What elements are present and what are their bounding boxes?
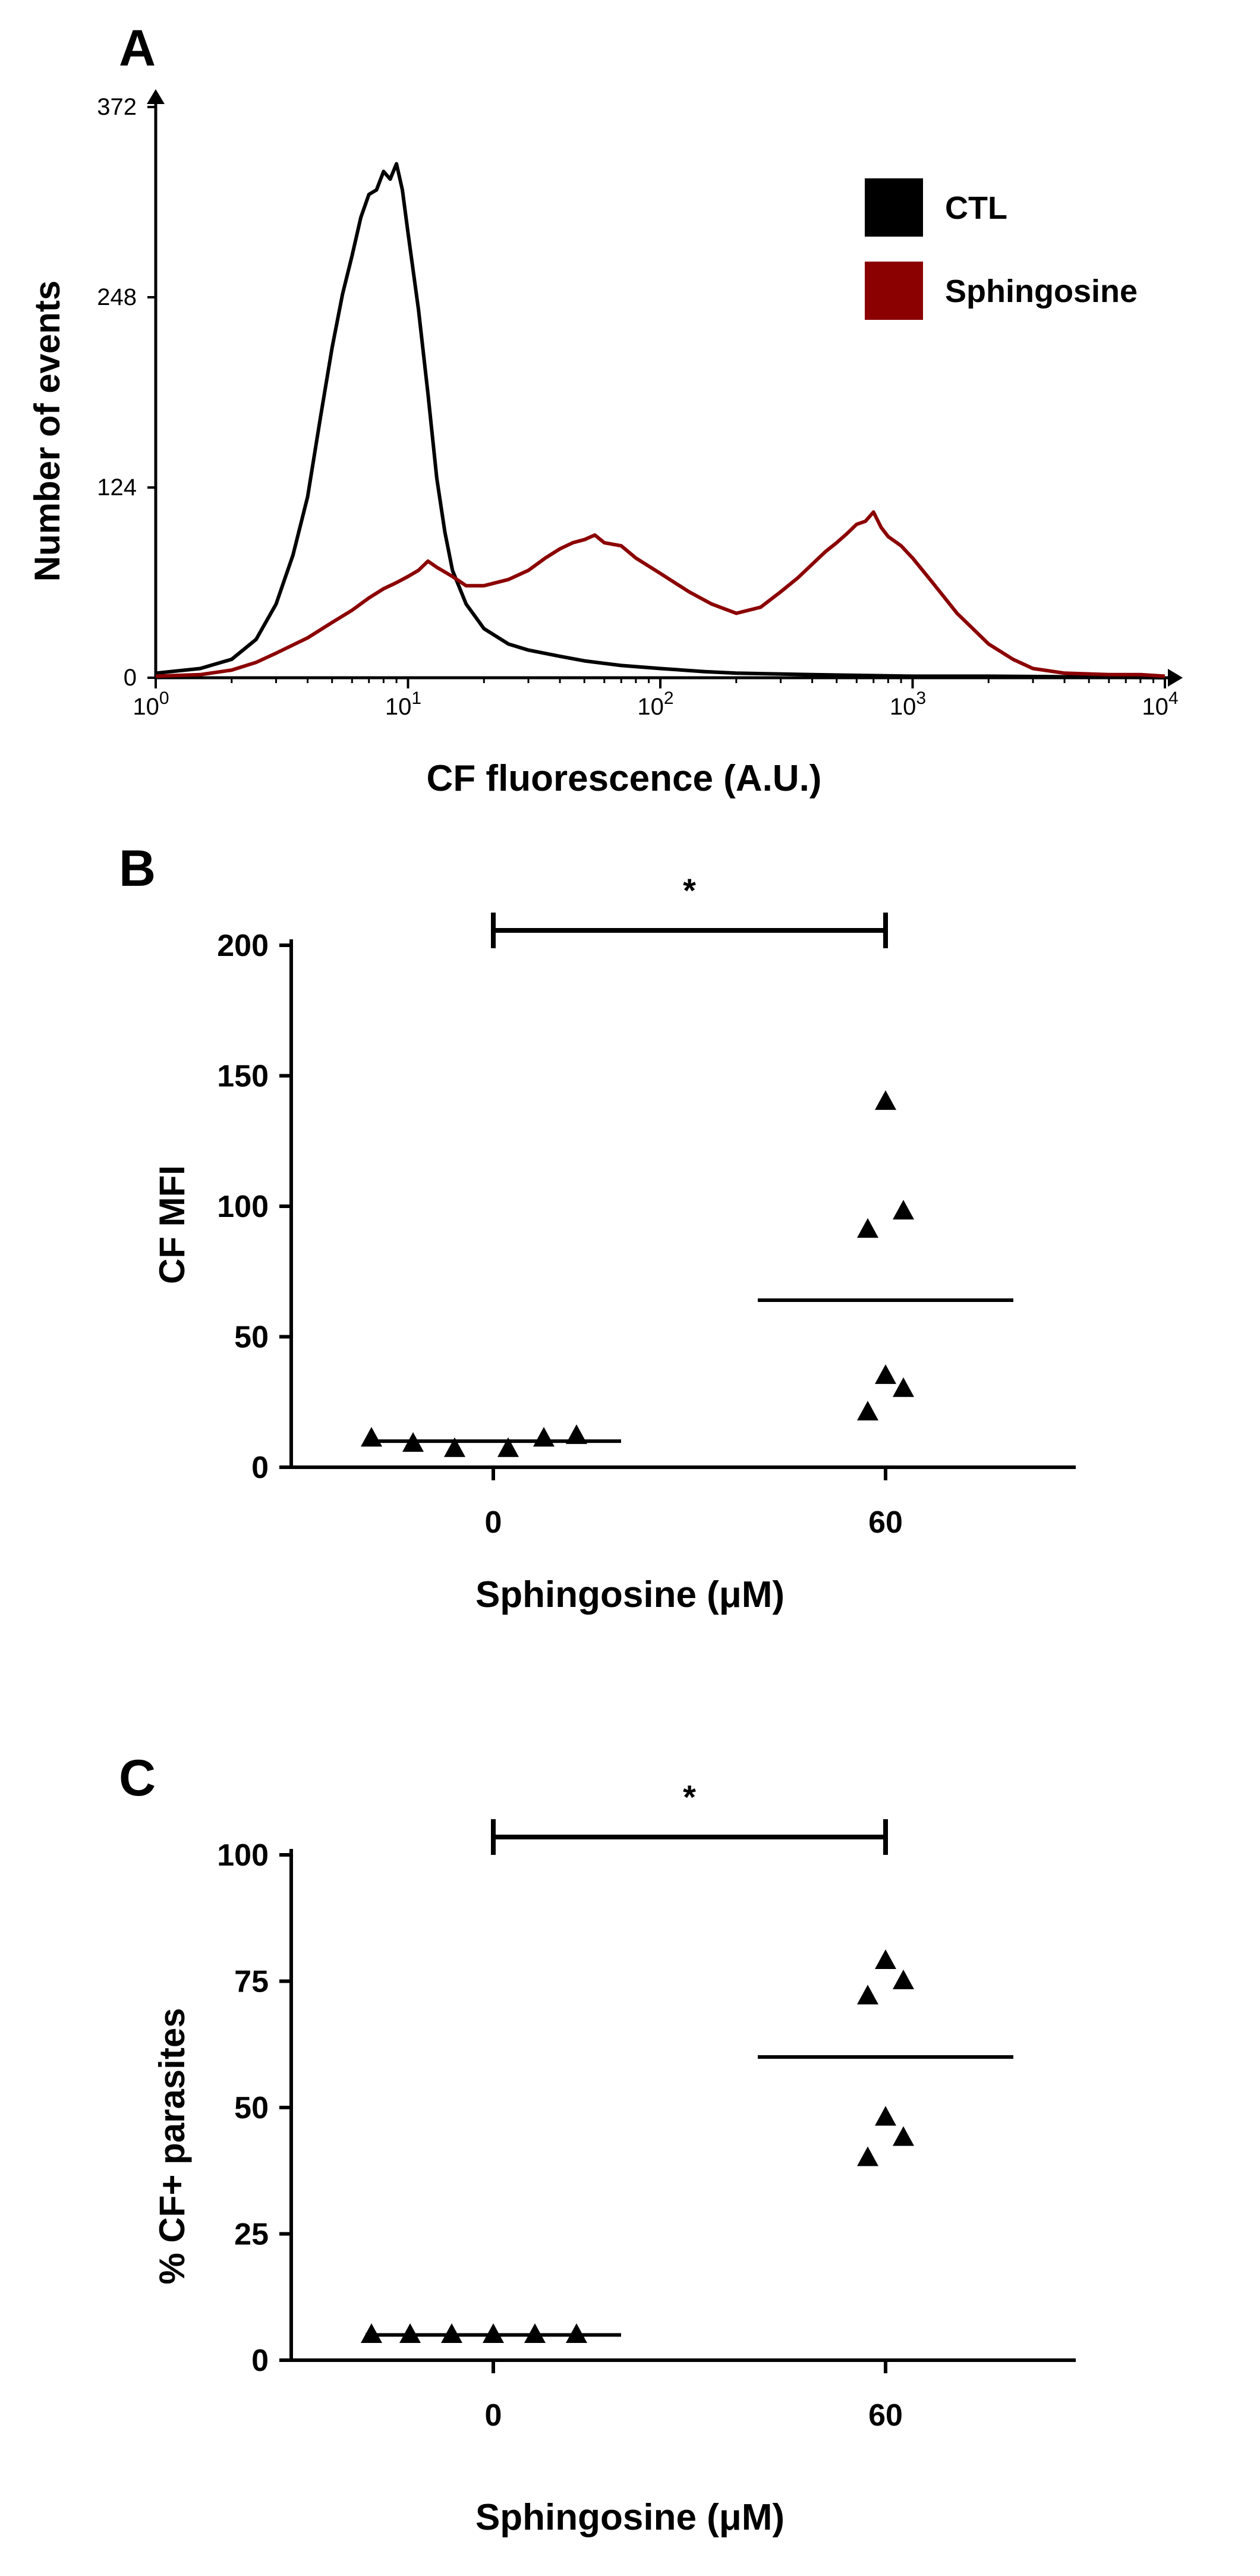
panel-label-a: A bbox=[119, 20, 156, 77]
x-tick-label: 104 bbox=[1142, 688, 1178, 720]
data-point-triangle bbox=[893, 1970, 914, 1989]
y-tick-label: 75 bbox=[234, 1965, 269, 1999]
y-tick-label: 0 bbox=[251, 1451, 269, 1485]
y-tick-label: 0 bbox=[124, 665, 137, 691]
x-tick-label: 0 bbox=[485, 1505, 502, 1540]
data-point-triangle bbox=[875, 1090, 896, 1110]
y-tick-label: 372 bbox=[97, 94, 137, 120]
legend-swatch bbox=[865, 178, 923, 237]
x-axis-title: CF fluorescence (A.U.) bbox=[427, 758, 822, 799]
y-tick-label: 50 bbox=[234, 2091, 269, 2125]
y-axis-title: Number of events bbox=[27, 281, 67, 582]
histogram-series bbox=[155, 162, 1166, 680]
mfi-axes: 0 50 100 150 200 0 60 * bbox=[217, 872, 1076, 1540]
series-line-sphingosine bbox=[155, 510, 1166, 678]
data-point-triangle bbox=[566, 2323, 587, 2343]
y-axis-title: CF MFI bbox=[152, 1165, 192, 1284]
data-point-triangle bbox=[857, 1984, 878, 2005]
data-point-triangle bbox=[533, 1427, 555, 1447]
series-line-ctl bbox=[155, 162, 1166, 680]
data-point-triangle bbox=[893, 1377, 914, 1397]
data-point-triangle bbox=[893, 2126, 914, 2146]
data-point-triangle bbox=[361, 2323, 382, 2343]
x-tick-label: 100 bbox=[133, 688, 169, 720]
data-point-triangle bbox=[857, 1401, 878, 1421]
panel-label-b: B bbox=[119, 840, 156, 897]
data-point-triangle bbox=[441, 2323, 462, 2343]
y-tick-label: 50 bbox=[234, 1320, 269, 1355]
legend-label: Sphingosine bbox=[945, 273, 1138, 309]
data-point-triangle bbox=[444, 1437, 465, 1457]
x-tick-label: 102 bbox=[637, 688, 673, 720]
data-point-triangle bbox=[361, 1427, 382, 1447]
histogram-axes: 0 124 248 372 100 101 102 103 104 bbox=[97, 89, 1183, 720]
panel-label-c: C bbox=[119, 1750, 156, 1807]
data-point-triangle bbox=[875, 1364, 896, 1384]
x-axis-title: Sphingosine (μM) bbox=[475, 2497, 785, 2538]
y-tick-label: 100 bbox=[217, 1838, 269, 1873]
percent-scatter-panel: 0 25 50 75 100 0 60 * Sphingosine (μM) % CF+ pa… bbox=[152, 1778, 1076, 2538]
percent-axes: 0 25 50 75 100 0 60 * bbox=[217, 1778, 1076, 2433]
mfi-points bbox=[361, 1090, 1013, 1457]
mfi-scatter-panel: 0 50 100 150 200 0 60 * Sphingosine (μM) CF MFI bbox=[152, 872, 1076, 1615]
y-tick-label: 0 bbox=[251, 2344, 269, 2378]
x-axis-title: Sphingosine (μM) bbox=[475, 1574, 785, 1615]
data-point-triangle bbox=[893, 1200, 914, 1220]
y-tick-label: 25 bbox=[234, 2218, 269, 2252]
x-axis-arrow bbox=[1168, 669, 1183, 687]
data-point-triangle bbox=[857, 1218, 878, 1238]
y-axis-arrow bbox=[147, 89, 165, 104]
histogram-panel: 0 124 248 372 100 101 102 103 104 CTL Sphingosine… bbox=[27, 89, 1183, 799]
x-tick-label: 60 bbox=[868, 1505, 903, 1540]
y-tick-label: 200 bbox=[217, 929, 269, 963]
data-point-triangle bbox=[524, 2323, 546, 2343]
data-point-triangle bbox=[566, 1424, 587, 1444]
data-point-triangle bbox=[875, 2106, 896, 2126]
y-tick-label: 248 bbox=[97, 284, 137, 310]
legend: CTL Sphingosine bbox=[865, 178, 1138, 320]
significance-star: * bbox=[683, 872, 696, 909]
data-point-triangle bbox=[497, 1437, 519, 1457]
x-tick-label: 101 bbox=[385, 688, 421, 720]
data-point-triangle bbox=[483, 2323, 504, 2343]
data-point-triangle bbox=[875, 1949, 896, 1969]
x-tick-label: 0 bbox=[485, 2398, 502, 2433]
data-point-triangle bbox=[857, 2146, 878, 2166]
x-tick-label: 60 bbox=[868, 2398, 903, 2433]
data-point-triangle bbox=[402, 1432, 424, 1452]
legend-swatch bbox=[865, 262, 923, 320]
significance-star: * bbox=[683, 1778, 696, 1816]
y-tick-label: 124 bbox=[97, 474, 137, 501]
percent-points bbox=[361, 1949, 1013, 2343]
y-axis-title: % CF+ parasites bbox=[152, 2008, 192, 2284]
x-tick-label: 103 bbox=[890, 688, 926, 720]
data-point-triangle bbox=[399, 2323, 421, 2343]
legend-label: CTL bbox=[945, 190, 1007, 226]
y-tick-label: 100 bbox=[217, 1190, 269, 1224]
y-tick-label: 150 bbox=[217, 1059, 269, 1094]
